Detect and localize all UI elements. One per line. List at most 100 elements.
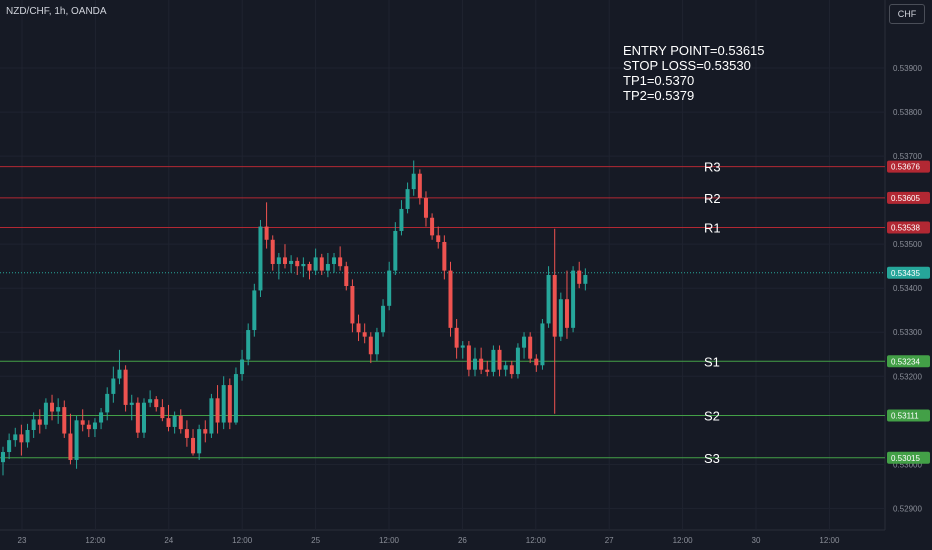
candle-up [546,275,551,324]
time-tick-label: 12:00 [673,536,694,545]
candle-down [295,260,300,267]
candle-down [135,402,140,433]
price-tick-label: 0.53200 [893,372,922,381]
time-tick-label: 27 [605,536,614,545]
candle-down [264,226,269,240]
candle-up [381,305,386,333]
candle-up [387,270,392,306]
trade-note: ENTRY POINT=0.53615 STOP LOSS=0.53530 TP… [623,43,765,103]
level-price-badge [887,355,930,368]
candle-up [289,260,294,264]
price-tick-label: 0.53800 [893,108,922,117]
candle-up [558,299,563,337]
candle-up [252,290,257,331]
support-resistance-levels: R3 R2 R1 S1 S2 S3 [0,160,885,466]
currency-button[interactable]: CHF [889,4,925,24]
candle-up [148,399,153,403]
level-price-badge-text: 0.53676 [891,163,920,172]
candle-up [332,257,337,264]
candle-up [197,429,202,454]
level-label-r1: R1 [704,220,721,235]
chart-grid [0,0,886,531]
candle-down [270,239,275,264]
candle-down [50,402,55,412]
candle-down [166,418,171,427]
price-tick-label: 0.53500 [893,240,922,249]
candle-down [442,241,447,271]
level-label-s2: S2 [704,408,720,423]
level-price-badge-text: 0.53111 [891,411,919,420]
candle-down [37,419,42,425]
candle-down [577,270,582,284]
candle-down [448,270,453,328]
time-tick-label: 12:00 [379,536,400,545]
price-axis[interactable]: 0.53900 0.53800 0.53700 0.53500 0.53400 0.533… [893,64,922,513]
candle-up [405,189,410,209]
candle-down [430,217,435,236]
level-price-badge [887,409,930,422]
candle-up [276,257,281,264]
candle-down [423,197,428,218]
candle-down [344,266,349,287]
current-price-badge-text: 0.53435 [891,269,920,278]
candle-down [191,437,196,454]
symbol-title: NZD/CHF, 1h, OANDA [6,6,107,17]
candle-up [92,422,97,430]
price-tick-label: 0.53700 [893,152,922,161]
candle-up [240,359,245,375]
candle-up [301,263,306,267]
candle-up [56,407,61,412]
candle-up [74,420,79,460]
candle-up [221,385,226,423]
candle-up [172,415,177,427]
time-axis[interactable]: 23 12:00 24 12:00 25 12:00 26 12:00 27 12:00 30 12:… [18,536,840,545]
time-tick-label: 12:00 [819,536,840,545]
candle-up [105,393,110,413]
candle-up [473,358,478,370]
price-tick-label: 0.53000 [893,460,922,469]
candle-up [246,330,251,360]
level-price-badge [887,191,930,204]
candle-down [68,433,73,460]
candle-down [86,424,91,430]
candle-up [129,402,134,405]
time-tick-label: 30 [752,536,761,545]
candle-down [80,420,85,425]
candle-down [485,369,490,372]
entry-point-text: ENTRY POINT=0.53615 [623,43,765,58]
candle-down [534,358,539,366]
candle-down [528,336,533,359]
candle-up [515,347,520,375]
candle-down [368,336,373,355]
time-tick-label: 12:00 [526,536,547,545]
time-tick-label: 25 [311,536,320,545]
candle-up [393,230,398,271]
tp1-text: TP1=0.5370 [623,73,695,88]
time-tick-label: 12:00 [85,536,106,545]
candle-up [522,336,527,348]
level-price-badge-text: 0.53015 [891,454,920,463]
candle-down [154,399,159,408]
candle-up [411,173,416,190]
time-tick-label: 12:00 [232,536,253,545]
candle-up [43,402,48,425]
candle-up [233,374,238,423]
candle-up [13,434,18,441]
current-price-badge [887,266,930,279]
level-label-r2: R2 [704,191,721,206]
price-badges: 0.53676 0.53605 0.53538 0.53234 0.53111 0.530… [887,160,930,464]
candle-up [325,263,330,271]
candle-up [460,345,465,348]
candlestick-series [1,160,588,476]
candle-down [215,398,220,423]
candle-down [184,429,189,438]
candle-down [417,173,422,198]
candle-down [497,349,502,370]
candle-up [209,398,214,434]
candle-up [1,452,5,463]
level-price-badge [887,451,930,464]
candle-down [123,369,128,405]
candle-down [350,286,355,324]
candle-up [31,419,36,431]
